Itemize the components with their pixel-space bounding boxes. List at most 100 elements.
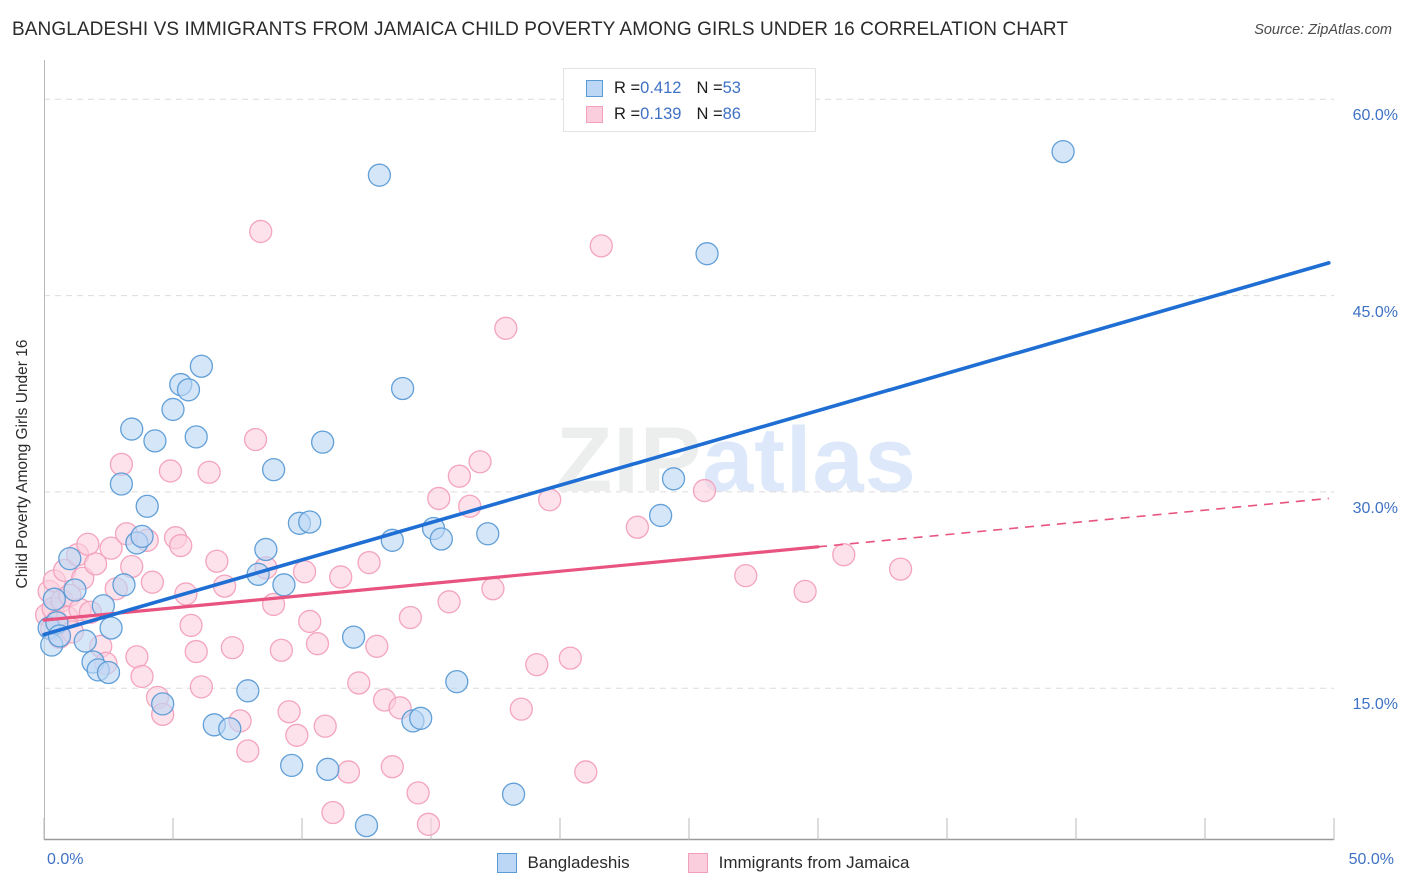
y-axis-title: Child Poverty Among Girls Under 16 xyxy=(14,339,31,589)
data-point xyxy=(151,692,175,716)
data-point xyxy=(427,486,451,511)
y-tick-label: 60.0% xyxy=(1352,107,1398,125)
data-point xyxy=(481,577,505,601)
blue-trendline xyxy=(42,261,1331,637)
data-point xyxy=(406,781,430,805)
legend-pink-label: Immigrants from Jamaica xyxy=(718,853,910,872)
data-point xyxy=(218,717,242,741)
data-point xyxy=(189,354,214,378)
legend-blue-swatch-icon xyxy=(496,853,517,873)
data-point xyxy=(695,242,719,266)
scatter-svg xyxy=(34,60,1335,841)
data-point xyxy=(285,723,309,747)
data-point xyxy=(574,760,598,784)
data-point xyxy=(99,616,123,640)
pink-n-label: N = xyxy=(696,104,723,123)
data-point xyxy=(509,697,533,721)
data-point xyxy=(269,638,294,662)
data-point xyxy=(354,813,379,838)
pink-r-value: 0.139 xyxy=(640,104,682,123)
data-point xyxy=(832,543,856,567)
data-point xyxy=(648,503,673,528)
data-point xyxy=(380,755,404,779)
data-point xyxy=(109,452,134,477)
data-point xyxy=(220,635,244,660)
blue-r-label: R = xyxy=(614,78,641,97)
data-point xyxy=(321,800,345,825)
data-point xyxy=(888,557,913,581)
data-point xyxy=(109,472,134,496)
watermark: ZIPatlas xyxy=(556,408,917,513)
plot-area xyxy=(34,60,1335,841)
data-point xyxy=(292,560,317,584)
data-point xyxy=(734,563,758,588)
data-point xyxy=(184,639,208,664)
data-point xyxy=(316,757,340,781)
series-legend: Bangladeshis Immigrants from Jamaica xyxy=(0,846,1406,880)
data-point xyxy=(83,552,108,576)
data-point xyxy=(42,587,66,611)
stat-row-pink: R = 0.139 N = 86 xyxy=(564,101,815,127)
data-point xyxy=(197,460,221,484)
data-point xyxy=(409,706,433,730)
data-point xyxy=(249,219,273,244)
data-point xyxy=(367,163,392,187)
y-tick-label: 15.0% xyxy=(1352,696,1398,714)
legend-blue-label: Bangladeshis xyxy=(527,853,630,872)
blue-r-value: 0.412 xyxy=(640,78,682,97)
data-point xyxy=(501,782,526,806)
data-point xyxy=(347,671,371,695)
data-point xyxy=(298,609,322,634)
data-point xyxy=(313,714,337,738)
watermark-atlas: atlas xyxy=(702,409,917,511)
pink-r-label: R = xyxy=(614,104,641,123)
data-point xyxy=(468,450,492,474)
data-point xyxy=(525,652,549,677)
data-point xyxy=(692,478,717,503)
data-point xyxy=(236,679,260,703)
data-point xyxy=(135,494,159,518)
data-point xyxy=(99,536,123,560)
data-point xyxy=(76,532,100,556)
legend-pink-swatch-icon xyxy=(687,853,708,873)
data-point xyxy=(310,430,335,454)
data-point xyxy=(58,546,82,571)
data-point xyxy=(558,646,582,670)
data-point xyxy=(1051,139,1075,164)
data-point xyxy=(179,613,203,638)
data-point xyxy=(120,417,144,441)
legend-item-bangladeshis[interactable]: Bangladeshis xyxy=(496,853,630,873)
y-tick-label: 45.0% xyxy=(1352,303,1398,321)
data-point xyxy=(661,467,686,491)
data-point xyxy=(272,573,296,597)
data-point xyxy=(125,645,149,669)
stat-row-blue: R = 0.412 N = 53 xyxy=(564,75,815,101)
data-point xyxy=(236,739,260,763)
source-label: Source: ZipAtlas.com xyxy=(1254,22,1392,38)
data-point xyxy=(130,664,154,689)
data-point xyxy=(161,397,185,422)
data-point xyxy=(261,457,286,482)
data-point xyxy=(341,625,366,649)
data-point xyxy=(254,537,278,562)
legend-item-jamaica[interactable]: Immigrants from Jamaica xyxy=(687,853,910,873)
pink-trendline-dashed xyxy=(817,497,1329,548)
data-point xyxy=(305,632,330,656)
data-point xyxy=(357,550,381,575)
pink-n-value: 86 xyxy=(722,104,741,123)
data-point xyxy=(189,675,214,699)
data-point xyxy=(365,634,389,658)
data-point xyxy=(429,527,453,551)
x-axis-max-label: 50.0% xyxy=(1348,851,1394,868)
gridlines xyxy=(44,98,1334,689)
pink-swatch-icon xyxy=(586,105,603,123)
data-point xyxy=(416,812,441,836)
blue-swatch-icon xyxy=(586,79,603,97)
data-point xyxy=(143,429,167,453)
data-point xyxy=(169,533,193,558)
data-point xyxy=(277,700,301,724)
data-point xyxy=(494,316,518,340)
pink-trendline-solid xyxy=(42,545,820,622)
data-point xyxy=(140,570,165,594)
trendline-group xyxy=(42,261,1331,637)
